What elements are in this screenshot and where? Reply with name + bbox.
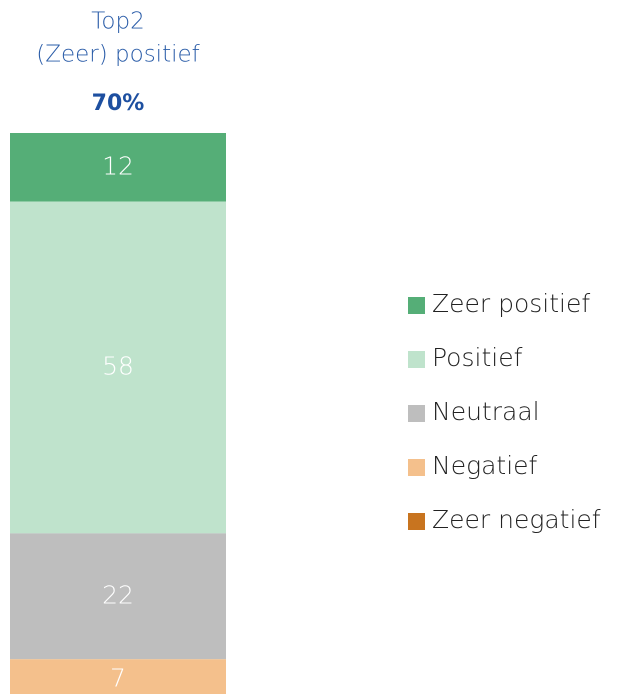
annotation-line: Top2 [91,9,144,35]
legend-label: Negatief [432,451,538,480]
data-label: 22 [102,580,134,609]
bar-segment [10,201,226,534]
bar-segment [10,133,226,202]
bar-segment [10,659,226,694]
legend-label: Neutraal [432,397,540,426]
legend-swatch [408,459,425,476]
legend-swatch [408,297,425,314]
legend-label: Zeer positief [432,289,590,318]
data-label: 58 [102,352,134,381]
legend-label: Positief [432,343,523,372]
top2-value: 70% [92,91,145,116]
bar-segment [10,533,226,660]
legend-swatch [408,513,425,530]
data-label: 7 [110,663,126,692]
legend-label: Zeer negatief [432,505,601,534]
data-label: 12 [102,151,134,180]
legend-swatch [408,351,425,368]
legend-swatch [408,405,425,422]
annotation-line: (Zeer) positief [36,42,200,68]
